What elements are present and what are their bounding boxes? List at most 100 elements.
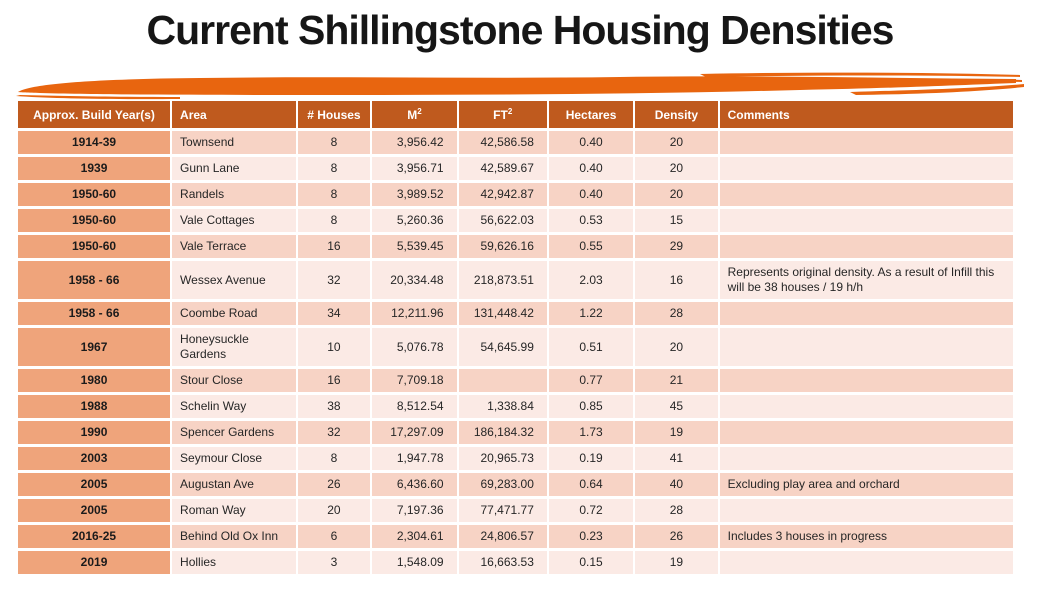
column-header-ft2: FT2: [458, 101, 547, 128]
cell-year: 2005: [18, 499, 171, 522]
slide: Current Shillingstone Housing Densities …: [0, 7, 1040, 592]
cell-area: Gunn Lane: [172, 157, 296, 180]
cell-density: 29: [635, 235, 718, 258]
cell-houses: 16: [297, 235, 371, 258]
cell-houses: 6: [297, 525, 371, 548]
cell-m2: 12,211.96: [372, 302, 457, 325]
cell-hectares: 0.19: [548, 447, 634, 470]
cell-ft2: 24,806.57: [458, 525, 547, 548]
cell-comments: [719, 157, 1013, 180]
cell-m2: 3,989.52: [372, 183, 457, 206]
cell-ft2: 186,184.32: [458, 421, 547, 444]
cell-hectares: 0.40: [548, 183, 634, 206]
cell-m2: 7,197.36: [372, 499, 457, 522]
cell-hectares: 0.40: [548, 157, 634, 180]
cell-ft2: 42,589.67: [458, 157, 547, 180]
cell-comments: [719, 499, 1013, 522]
cell-comments: [719, 551, 1013, 574]
table-row: 1958 - 66 Coombe Road 34 12,211.96 131,448.4…: [18, 302, 1013, 325]
cell-m2: 5,260.36: [372, 209, 457, 232]
cell-hectares: 0.64: [548, 473, 634, 496]
cell-ft2: 16,663.53: [458, 551, 547, 574]
cell-area: Wessex Avenue: [172, 261, 296, 299]
cell-m2: 6,436.60: [372, 473, 457, 496]
cell-hectares: 0.85: [548, 395, 634, 418]
cell-houses: 8: [297, 157, 371, 180]
cell-ft2: 42,942.87: [458, 183, 547, 206]
page-title: Current Shillingstone Housing Densities: [146, 7, 895, 53]
cell-area: Hollies: [172, 551, 296, 574]
column-header-comments: Comments: [719, 101, 1013, 128]
cell-area: Coombe Road: [172, 302, 296, 325]
cell-m2: 1,947.78: [372, 447, 457, 470]
cell-comments: [719, 302, 1013, 325]
table-row: 1950-60 Randels 8 3,989.52 42,942.87 0.40 20: [18, 183, 1013, 206]
cell-area: Spencer Gardens: [172, 421, 296, 444]
cell-houses: 10: [297, 328, 371, 366]
cell-density: 19: [635, 551, 718, 574]
cell-m2: 2,304.61: [372, 525, 457, 548]
cell-area: Seymour Close: [172, 447, 296, 470]
column-header-hectares: Hectares: [548, 101, 634, 128]
cell-year: 2016-25: [18, 525, 171, 548]
table-row: 1950-60 Vale Cottages 8 5,260.36 56,622.03 0.…: [18, 209, 1013, 232]
cell-ft2: 56,622.03: [458, 209, 547, 232]
cell-comments: [719, 183, 1013, 206]
cell-m2: 17,297.09: [372, 421, 457, 444]
cell-ft2: 131,448.42: [458, 302, 547, 325]
cell-m2: 5,539.45: [372, 235, 457, 258]
cell-houses: 32: [297, 261, 371, 299]
table-row: 1950-60 Vale Terrace 16 5,539.45 59,626.16 0.…: [18, 235, 1013, 258]
superscript: 2: [417, 107, 422, 116]
cell-ft2: 42,586.58: [458, 131, 547, 154]
table-row: 1958 - 66 Wessex Avenue 32 20,334.48 218,873…: [18, 261, 1013, 299]
cell-hectares: 0.40: [548, 131, 634, 154]
table-body: 1914-39 Townsend 8 3,956.42 42,586.58 0.40 20 1…: [18, 131, 1013, 574]
cell-area: Honeysuckle Gardens: [172, 328, 296, 366]
cell-year: 2019: [18, 551, 171, 574]
cell-comments: [719, 328, 1013, 366]
table-row: 2003 Seymour Close 8 1,947.78 20,965.73 0.19 4…: [18, 447, 1013, 470]
cell-year: 1950-60: [18, 235, 171, 258]
cell-comments: Excluding play area and orchard: [719, 473, 1013, 496]
cell-m2: 7,709.18: [372, 369, 457, 392]
cell-comments: [719, 395, 1013, 418]
cell-area: Behind Old Ox Inn: [172, 525, 296, 548]
table-row: 1939 Gunn Lane 8 3,956.71 42,589.67 0.40 20: [18, 157, 1013, 180]
table-row: 1990 Spencer Gardens 32 17,297.09 186,184.32…: [18, 421, 1013, 444]
cell-year: 1950-60: [18, 183, 171, 206]
cell-ft2: 218,873.51: [458, 261, 547, 299]
cell-area: Vale Cottages: [172, 209, 296, 232]
cell-density: 20: [635, 183, 718, 206]
cell-density: 28: [635, 499, 718, 522]
brush-stroke-divider: [0, 68, 1040, 102]
cell-ft2: 1,338.84: [458, 395, 547, 418]
cell-comments: [719, 447, 1013, 470]
cell-m2: 3,956.42: [372, 131, 457, 154]
cell-m2: 8,512.54: [372, 395, 457, 418]
cell-year: 1990: [18, 421, 171, 444]
cell-comments: [719, 131, 1013, 154]
cell-houses: 8: [297, 131, 371, 154]
cell-houses: 26: [297, 473, 371, 496]
cell-ft2: 54,645.99: [458, 328, 547, 366]
cell-density: 45: [635, 395, 718, 418]
column-header-m2: M2: [372, 101, 457, 128]
table-row: 2019 Hollies 3 1,548.09 16,663.53 0.15 19: [18, 551, 1013, 574]
cell-houses: 8: [297, 447, 371, 470]
cell-houses: 3: [297, 551, 371, 574]
cell-density: 16: [635, 261, 718, 299]
cell-area: Augustan Ave: [172, 473, 296, 496]
cell-hectares: 0.55: [548, 235, 634, 258]
cell-area: Schelin Way: [172, 395, 296, 418]
cell-area: Vale Terrace: [172, 235, 296, 258]
cell-density: 20: [635, 328, 718, 366]
column-header-year: Approx. Build Year(s): [18, 101, 171, 128]
cell-ft2: 59,626.16: [458, 235, 547, 258]
brush-stroke-icon: [16, 72, 1024, 100]
cell-year: 2005: [18, 473, 171, 496]
cell-year: 1914-39: [18, 131, 171, 154]
column-header-area: Area: [172, 101, 296, 128]
cell-area: Stour Close: [172, 369, 296, 392]
housing-density-table: Approx. Build Year(s) Area # Houses M2 FT2 He…: [16, 98, 1015, 577]
